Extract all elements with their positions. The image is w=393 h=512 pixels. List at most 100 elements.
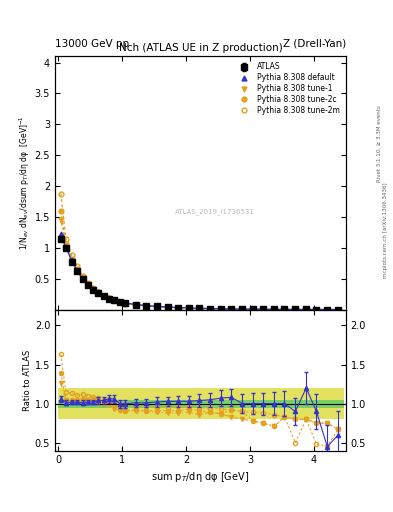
Pythia 8.308 tune-2m xyxy=(133,302,138,308)
Pythia 8.308 tune-2c xyxy=(250,306,255,312)
Pythia 8.308 tune-2c xyxy=(74,266,79,272)
Text: Rivet 3.1.10, ≥ 3.3M events: Rivet 3.1.10, ≥ 3.3M events xyxy=(377,105,382,182)
Pythia 8.308 tune-2c xyxy=(80,274,85,281)
Pythia 8.308 default xyxy=(122,300,127,306)
Pythia 8.308 tune-2c xyxy=(154,304,159,310)
Pythia 8.308 tune-2m xyxy=(85,280,90,286)
Pythia 8.308 tune-2c xyxy=(261,306,266,312)
Pythia 8.308 tune-1 xyxy=(229,306,234,312)
Text: Z (Drell-Yan): Z (Drell-Yan) xyxy=(283,38,346,49)
Pythia 8.308 tune-1 xyxy=(314,307,319,313)
Text: ATLAS_2019_I1736531: ATLAS_2019_I1736531 xyxy=(175,208,255,215)
Pythia 8.308 default xyxy=(74,267,79,273)
Pythia 8.308 tune-1 xyxy=(117,300,122,306)
Pythia 8.308 tune-2m xyxy=(59,190,63,197)
Pythia 8.308 tune-2m xyxy=(314,307,319,313)
Pythia 8.308 tune-2c xyxy=(165,304,170,310)
Pythia 8.308 tune-1 xyxy=(59,217,63,223)
Pythia 8.308 tune-2c xyxy=(208,306,213,312)
Pythia 8.308 tune-1 xyxy=(69,257,74,263)
Pythia 8.308 default xyxy=(314,307,319,313)
Y-axis label: Ratio to ATLAS: Ratio to ATLAS xyxy=(23,350,32,411)
Pythia 8.308 tune-1 xyxy=(107,295,111,302)
Pythia 8.308 default xyxy=(165,304,170,310)
Pythia 8.308 tune-2c xyxy=(133,302,138,308)
Pythia 8.308 default xyxy=(325,307,330,313)
Pythia 8.308 tune-2m xyxy=(144,303,149,309)
Pythia 8.308 tune-2c xyxy=(117,300,122,306)
Pythia 8.308 tune-2m xyxy=(154,304,159,310)
Pythia 8.308 tune-1 xyxy=(282,306,287,312)
Pythia 8.308 tune-1 xyxy=(80,275,85,281)
Line: Pythia 8.308 tune-2m: Pythia 8.308 tune-2m xyxy=(58,191,341,312)
Pythia 8.308 tune-2c xyxy=(197,306,202,312)
Pythia 8.308 default xyxy=(112,297,117,303)
Pythia 8.308 tune-2m xyxy=(117,298,122,305)
Pythia 8.308 default xyxy=(218,306,223,312)
Pythia 8.308 default xyxy=(186,305,191,311)
Pythia 8.308 default xyxy=(154,303,159,309)
Pythia 8.308 tune-2m xyxy=(165,304,170,310)
Pythia 8.308 tune-1 xyxy=(96,290,101,296)
Pythia 8.308 tune-2c xyxy=(112,297,117,304)
Pythia 8.308 tune-2c xyxy=(59,208,63,214)
Pythia 8.308 default xyxy=(107,295,111,301)
Line: Pythia 8.308 tune-1: Pythia 8.308 tune-1 xyxy=(58,218,341,312)
Pythia 8.308 tune-2c xyxy=(272,306,277,312)
Pythia 8.308 tune-2m xyxy=(272,306,277,312)
Pythia 8.308 tune-2c xyxy=(85,281,90,287)
Pythia 8.308 tune-1 xyxy=(176,305,181,311)
Pythia 8.308 tune-2m xyxy=(90,285,95,291)
Pythia 8.308 default xyxy=(197,305,202,311)
Pythia 8.308 default xyxy=(272,306,277,312)
Pythia 8.308 default xyxy=(304,307,309,313)
Pythia 8.308 tune-1 xyxy=(64,242,68,248)
Pythia 8.308 tune-2c xyxy=(304,307,309,313)
Pythia 8.308 tune-2m xyxy=(293,306,298,312)
Text: mcplots.cern.ch [arXiv:1306.3436]: mcplots.cern.ch [arXiv:1306.3436] xyxy=(384,183,388,278)
Pythia 8.308 tune-2c xyxy=(218,306,223,312)
Pythia 8.308 tune-2m xyxy=(101,292,106,298)
Pythia 8.308 tune-2c xyxy=(101,293,106,299)
Pythia 8.308 default xyxy=(80,276,85,282)
Pythia 8.308 tune-2m xyxy=(208,306,213,312)
Pythia 8.308 default xyxy=(90,286,95,292)
Pythia 8.308 tune-1 xyxy=(186,305,191,311)
Pythia 8.308 default xyxy=(69,257,74,263)
Pythia 8.308 default xyxy=(96,289,101,295)
Pythia 8.308 tune-2c xyxy=(176,305,181,311)
Pythia 8.308 tune-1 xyxy=(112,298,117,304)
Pythia 8.308 tune-2c xyxy=(336,307,340,313)
Pythia 8.308 default xyxy=(240,306,245,312)
Pythia 8.308 tune-1 xyxy=(218,306,223,312)
Text: 13000 GeV pp: 13000 GeV pp xyxy=(55,38,129,49)
Title: Nch (ATLAS UE in Z production): Nch (ATLAS UE in Z production) xyxy=(119,43,282,53)
Pythia 8.308 tune-2m xyxy=(282,306,287,312)
Pythia 8.308 tune-2c xyxy=(64,242,68,248)
Pythia 8.308 tune-1 xyxy=(85,282,90,288)
Pythia 8.308 tune-2c xyxy=(90,286,95,292)
Pythia 8.308 tune-1 xyxy=(154,304,159,310)
Pythia 8.308 tune-2c xyxy=(314,307,319,313)
Pythia 8.308 tune-2c xyxy=(96,289,101,295)
Pythia 8.308 tune-1 xyxy=(122,301,127,307)
Pythia 8.308 tune-2c xyxy=(186,305,191,311)
Pythia 8.308 tune-2c xyxy=(240,306,245,312)
Pythia 8.308 tune-1 xyxy=(261,306,266,312)
Legend: ATLAS, Pythia 8.308 default, Pythia 8.308 tune-1, Pythia 8.308 tune-2c, Pythia 8: ATLAS, Pythia 8.308 default, Pythia 8.30… xyxy=(232,60,342,117)
Pythia 8.308 default xyxy=(133,302,138,308)
Pythia 8.308 default xyxy=(101,292,106,298)
Y-axis label: 1/N$_{ev}$ dN$_{ev}$/dsum p$_T$/dη dφ  [GeV]$^{-1}$: 1/N$_{ev}$ dN$_{ev}$/dsum p$_T$/dη dφ [G… xyxy=(17,116,32,250)
Pythia 8.308 tune-2m xyxy=(186,305,191,311)
Pythia 8.308 tune-1 xyxy=(250,306,255,312)
Pythia 8.308 tune-1 xyxy=(90,286,95,292)
Pythia 8.308 tune-1 xyxy=(74,267,79,273)
Pythia 8.308 tune-2c xyxy=(69,256,74,262)
Pythia 8.308 default xyxy=(208,306,213,312)
Pythia 8.308 tune-2m xyxy=(107,295,111,301)
Line: Pythia 8.308 tune-2c: Pythia 8.308 tune-2c xyxy=(58,208,341,312)
Pythia 8.308 default xyxy=(250,306,255,312)
Pythia 8.308 tune-1 xyxy=(197,306,202,312)
Pythia 8.308 default xyxy=(293,306,298,312)
Pythia 8.308 tune-2m xyxy=(250,306,255,312)
